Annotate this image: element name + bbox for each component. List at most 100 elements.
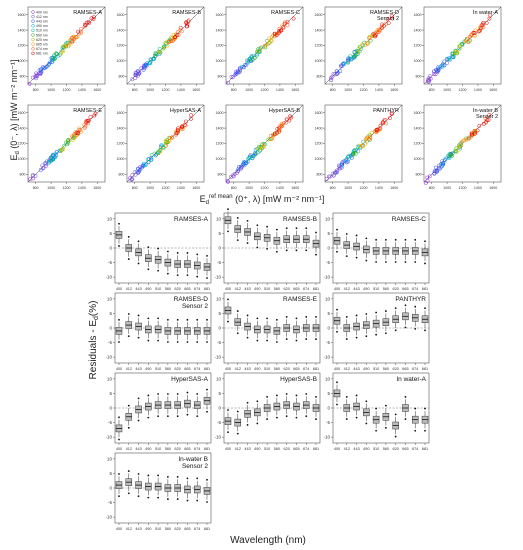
scatter-point — [178, 25, 183, 30]
residual-y-label-main: Residuals - E — [88, 320, 99, 380]
residual-x-tick-label: 443 — [353, 447, 359, 451]
scatter-point — [454, 146, 459, 151]
y-tick-label: 1200 — [414, 44, 422, 48]
scatter-panel-title: RAMSES-A — [73, 10, 102, 16]
box-outlier — [384, 404, 387, 407]
residual-x-tick-label: 665 — [184, 287, 190, 291]
residual-x-tick-label: 510 — [155, 447, 161, 451]
residual-x-tick-label: 560 — [274, 447, 280, 451]
x-tick-label: 1600 — [192, 88, 200, 92]
residual-x-tick-label: 681 — [422, 367, 428, 371]
scatter-point — [130, 177, 135, 182]
residual-x-tick-label: 443 — [244, 447, 250, 451]
residual-x-tick-label: 510 — [373, 287, 379, 291]
box-outlier — [196, 318, 199, 321]
scatter-point — [27, 81, 32, 86]
x-tick-label: 800 — [33, 88, 39, 92]
x-tick-label: 1200 — [261, 88, 269, 92]
y-tick-label: 1600 — [216, 13, 224, 17]
residual-panel: 10 5 0 -5 -10 400 412 443 490 510 560 620 665 674 681 R… — [105, 212, 212, 291]
residual-x-tick-label: 620 — [174, 527, 180, 531]
scatter-point — [63, 44, 68, 49]
scatter-point — [72, 134, 77, 139]
scatter-point — [161, 45, 166, 50]
x-tick-label: 1400 — [474, 88, 482, 92]
legend-marker — [31, 19, 35, 23]
residual-y-tick-label: -10 — [214, 355, 221, 360]
scatter-point — [374, 130, 379, 135]
residual-y-tick-label: -10 — [323, 355, 330, 360]
box-outlier — [118, 473, 120, 475]
legend-entry: 510 nm — [36, 29, 48, 33]
scatter-point — [158, 145, 163, 150]
scatter-point — [472, 131, 477, 136]
scatter-panel: 800 1000 1200 1400 1600 800 1000 1200 1400 1600 RA… — [315, 6, 403, 92]
scatter-point — [145, 61, 149, 66]
box-outlier — [118, 222, 120, 225]
scatter-point — [250, 58, 255, 63]
box-outlier — [424, 329, 426, 332]
box-outlier — [236, 332, 239, 335]
residual-y-tick-label: 10 — [325, 296, 331, 301]
scatter-point — [275, 127, 280, 131]
scatter-point — [139, 165, 144, 170]
scatter-point — [136, 69, 141, 74]
scatter-point — [225, 178, 230, 183]
scatter-panel-title: RAMSES-C — [271, 10, 300, 16]
scatter-y-label-rest: (0⁻, λ) [mW m⁻² nm⁻¹] — [9, 59, 19, 151]
scatter-point — [158, 50, 163, 55]
x-tick-label: 1200 — [360, 88, 368, 92]
scatter-point — [331, 173, 336, 178]
scatter-point — [158, 146, 163, 151]
scatter-point — [141, 67, 146, 72]
scatter-panel: 800 1000 1200 1400 1600 800 1000 1200 1400 1600 In… — [414, 104, 502, 190]
box-outlier — [404, 304, 407, 307]
box-outlier — [345, 418, 348, 420]
scatter-point — [355, 50, 360, 55]
scatter-point — [389, 112, 394, 116]
box-outlier — [404, 418, 407, 420]
box-outlier — [266, 418, 269, 420]
scatter-point — [352, 148, 356, 153]
scatter-point — [141, 161, 146, 166]
box-outlier — [345, 316, 348, 318]
box-outlier — [414, 261, 417, 263]
scatter-point — [230, 173, 235, 178]
scatter-panel-title-2: Sensor 2 — [377, 16, 399, 22]
residual-x-tick-label: 674 — [194, 287, 200, 291]
scatter-point — [62, 44, 67, 48]
scatter-x-label-rest: (0⁺, λ) [mW m⁻² nm⁻¹] — [233, 194, 325, 204]
y-tick-label: 1600 — [216, 111, 224, 115]
box-outlier — [157, 415, 160, 418]
box-outlier — [295, 227, 298, 230]
box-outlier — [147, 474, 150, 477]
scatter-point — [389, 13, 394, 18]
scatter-point — [257, 47, 262, 52]
scatter-point — [136, 166, 141, 171]
residual-x-tick-label: 665 — [402, 367, 408, 371]
residual-x-tick-label: 620 — [283, 287, 289, 291]
scatter-point — [285, 20, 290, 24]
scatter-point — [464, 39, 468, 44]
residual-x-tick-label: 681 — [204, 447, 210, 451]
scatter-point — [289, 115, 294, 120]
x-tick-label: 800 — [231, 88, 237, 92]
scatter-point — [184, 24, 189, 29]
residual-x-tick-label: 400 — [334, 287, 340, 291]
box-outlier — [295, 339, 298, 342]
residual-panel: 10 5 0 -5 -10 400 412 443 490 510 560 620 665 674 681 R… — [323, 212, 430, 291]
scatter-point — [377, 126, 382, 131]
scatter-point — [360, 42, 365, 47]
scatter-point — [338, 164, 343, 169]
box-outlier — [394, 413, 397, 416]
residual-panel: 10 5 0 -5 -10 400 412 443 490 510 560 620 665 674 681 R… — [214, 208, 321, 291]
residual-y-tick-label: -10 — [105, 515, 112, 520]
scatter-point — [244, 58, 249, 63]
box-outlier — [295, 317, 298, 320]
scatter-point — [334, 170, 339, 175]
residual-y-tick-label: 5 — [218, 391, 221, 396]
scatter-point — [260, 45, 265, 50]
residual-y-tick-label: 5 — [327, 311, 330, 316]
residual-x-tick-label: 490 — [145, 527, 151, 531]
